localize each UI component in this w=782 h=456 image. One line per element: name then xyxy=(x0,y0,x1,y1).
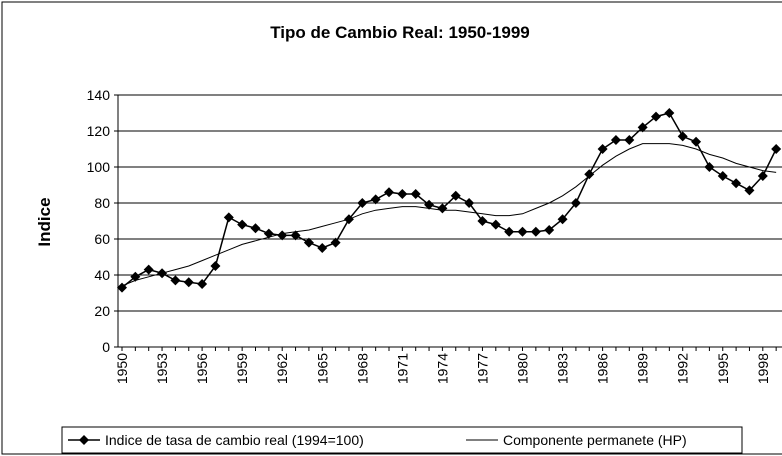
data-point xyxy=(223,212,234,223)
data-point xyxy=(450,190,461,201)
data-point xyxy=(570,198,581,208)
data-point xyxy=(410,189,421,199)
legend-label: Componente permanete (HP) xyxy=(503,432,687,448)
data-point xyxy=(717,171,728,181)
data-point xyxy=(597,144,608,154)
data-point xyxy=(691,136,702,147)
data-point xyxy=(197,279,208,289)
y-tick-label: 80 xyxy=(94,195,110,211)
data-point xyxy=(143,264,154,275)
y-tick-label: 0 xyxy=(102,339,110,355)
data-point xyxy=(677,131,688,142)
data-point xyxy=(557,214,568,225)
data-point xyxy=(757,171,768,181)
data-point xyxy=(237,219,248,230)
data-point xyxy=(664,108,675,118)
y-tick-label: 100 xyxy=(87,159,111,175)
y-tick-label: 20 xyxy=(94,303,110,319)
data-point xyxy=(584,169,595,180)
data-point xyxy=(437,203,448,214)
data-point xyxy=(624,135,635,145)
data-point xyxy=(210,261,221,271)
data-point xyxy=(490,219,501,230)
x-tick-label: 1980 xyxy=(515,353,531,384)
data-point xyxy=(170,275,181,286)
y-tick-label: 60 xyxy=(94,231,110,247)
legend-label: Indice de tasa de cambio real (1994=100) xyxy=(105,432,364,448)
x-tick-label: 1995 xyxy=(715,353,731,384)
data-point xyxy=(771,144,782,154)
series-line xyxy=(121,143,777,287)
x-tick-label: 1998 xyxy=(755,353,771,384)
data-point xyxy=(424,199,435,210)
data-point xyxy=(731,178,742,189)
x-tick-label: 1956 xyxy=(194,353,210,384)
data-point xyxy=(637,122,648,133)
x-tick-label: 1977 xyxy=(474,353,490,384)
data-point xyxy=(250,223,261,234)
x-tick-label: 1983 xyxy=(555,353,571,384)
x-tick-label: 1986 xyxy=(595,353,611,384)
data-point xyxy=(330,237,341,248)
data-point xyxy=(183,277,194,288)
x-tick-label: 1989 xyxy=(635,353,651,384)
data-point xyxy=(384,187,394,198)
x-tick-label: 1974 xyxy=(434,353,450,384)
data-point xyxy=(477,216,488,226)
x-tick-label: 1953 xyxy=(154,353,170,384)
data-point xyxy=(317,243,328,253)
data-point xyxy=(530,226,541,237)
legend-box xyxy=(61,426,743,454)
data-point xyxy=(704,162,715,172)
data-point xyxy=(464,198,475,208)
data-point xyxy=(303,237,314,248)
data-point xyxy=(504,226,515,237)
data-point xyxy=(370,194,381,205)
data-point xyxy=(290,230,301,241)
x-tick-label: 1950 xyxy=(114,353,130,384)
x-tick-label: 1968 xyxy=(354,353,370,384)
y-tick-label: 140 xyxy=(87,87,111,103)
x-tick-label: 1965 xyxy=(314,353,330,384)
x-tick-label: 1971 xyxy=(394,353,410,384)
x-tick-label: 1992 xyxy=(675,353,691,384)
x-tick-label: 1959 xyxy=(234,353,250,384)
y-tick-label: 120 xyxy=(87,123,111,139)
data-point xyxy=(544,225,555,235)
data-point xyxy=(610,135,621,145)
chart-title: Tipo de Cambio Real: 1950-1999 xyxy=(270,23,530,42)
y-axis-label: Indice xyxy=(35,197,54,246)
data-point xyxy=(651,111,661,122)
legend-marker xyxy=(79,435,89,445)
data-point xyxy=(357,198,368,208)
y-tick-label: 40 xyxy=(94,267,110,283)
data-point xyxy=(517,226,528,237)
data-point xyxy=(397,189,408,199)
data-point xyxy=(744,185,755,196)
x-tick-label: 1962 xyxy=(274,353,290,384)
